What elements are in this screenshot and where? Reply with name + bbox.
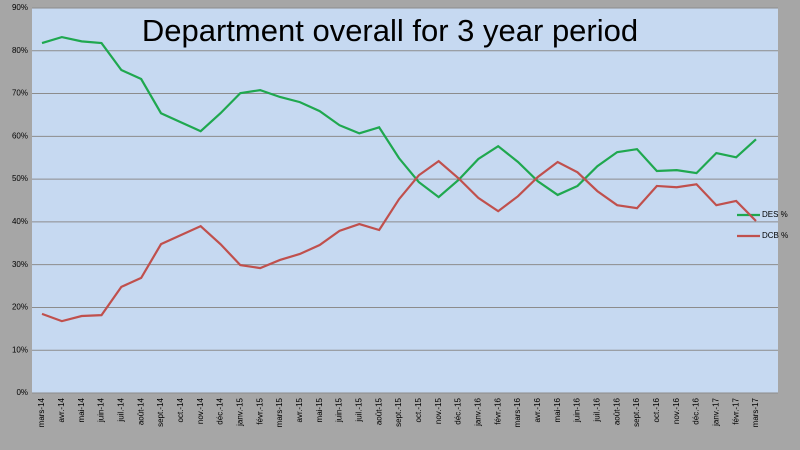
x-tick-label: mai-15 <box>315 397 324 422</box>
y-tick-label: 10% <box>12 345 28 354</box>
y-tick-label: 60% <box>12 131 28 140</box>
x-tick-label: déc.-16 <box>692 397 701 424</box>
x-tick-label: juil.-14 <box>116 397 125 422</box>
x-tick-label: mars-14 <box>37 397 46 427</box>
x-tick-label: juin-15 <box>335 397 344 423</box>
legend-label: DES % <box>762 210 788 219</box>
x-tick-label: avr.-14 <box>57 397 66 422</box>
x-tick-label: avr.-16 <box>533 397 542 422</box>
x-tick-label: oct.-15 <box>414 397 423 422</box>
x-tick-label: juin-16 <box>573 397 582 423</box>
y-tick-label: 70% <box>12 89 28 98</box>
x-tick-label: janv.-16 <box>473 397 482 426</box>
x-tick-label: avr.-15 <box>295 397 304 422</box>
x-tick-label: août-14 <box>136 397 145 425</box>
series-line <box>41 35 757 199</box>
series-line <box>41 159 757 323</box>
plot-area <box>32 8 778 393</box>
x-tick-label: nov.-15 <box>434 397 443 424</box>
x-tick-label: janv.-15 <box>235 397 244 426</box>
legend-label: DCB % <box>762 231 788 240</box>
x-tick-label: mars-16 <box>513 397 522 427</box>
x-tick-label: août-16 <box>612 397 621 425</box>
x-tick-label: mai-16 <box>553 397 562 422</box>
y-tick-label: 80% <box>12 46 28 55</box>
x-tick-label: nov.-14 <box>196 397 205 424</box>
x-tick-label: mai-14 <box>77 397 86 422</box>
x-tick-label: août-15 <box>374 397 383 425</box>
x-tick-label: déc.-15 <box>454 397 463 424</box>
x-tick-label: mars-17 <box>751 397 760 427</box>
x-tick-label: juil.-15 <box>354 397 363 422</box>
x-tick-label: janv.-17 <box>711 397 720 426</box>
y-tick-label: 40% <box>12 217 28 226</box>
x-tick-label: oct.-14 <box>176 397 185 422</box>
x-tick-label: juin-14 <box>97 397 106 423</box>
x-tick-label: févr.-15 <box>255 397 264 424</box>
y-tick-label: 20% <box>12 303 28 312</box>
x-tick-label: févr.-17 <box>731 397 740 424</box>
chart-title: Department overall for 3 year period <box>142 13 638 48</box>
y-tick-label: 90% <box>12 3 28 12</box>
y-tick-label: 0% <box>16 388 28 397</box>
x-tick-label: déc.-14 <box>216 397 225 424</box>
y-tick-label: 50% <box>12 174 28 183</box>
x-tick-label: nov.-16 <box>672 397 681 424</box>
x-tick-label: sept.-14 <box>156 397 165 426</box>
x-tick-label: sept.-16 <box>632 397 641 426</box>
x-tick-label: févr.-16 <box>493 397 502 424</box>
y-tick-label: 30% <box>12 260 28 269</box>
x-tick-label: mars-15 <box>275 397 284 427</box>
x-tick-label: juil.-16 <box>592 397 601 422</box>
x-tick-label: oct.-16 <box>652 397 661 422</box>
x-tick-label: sept.-15 <box>394 397 403 426</box>
